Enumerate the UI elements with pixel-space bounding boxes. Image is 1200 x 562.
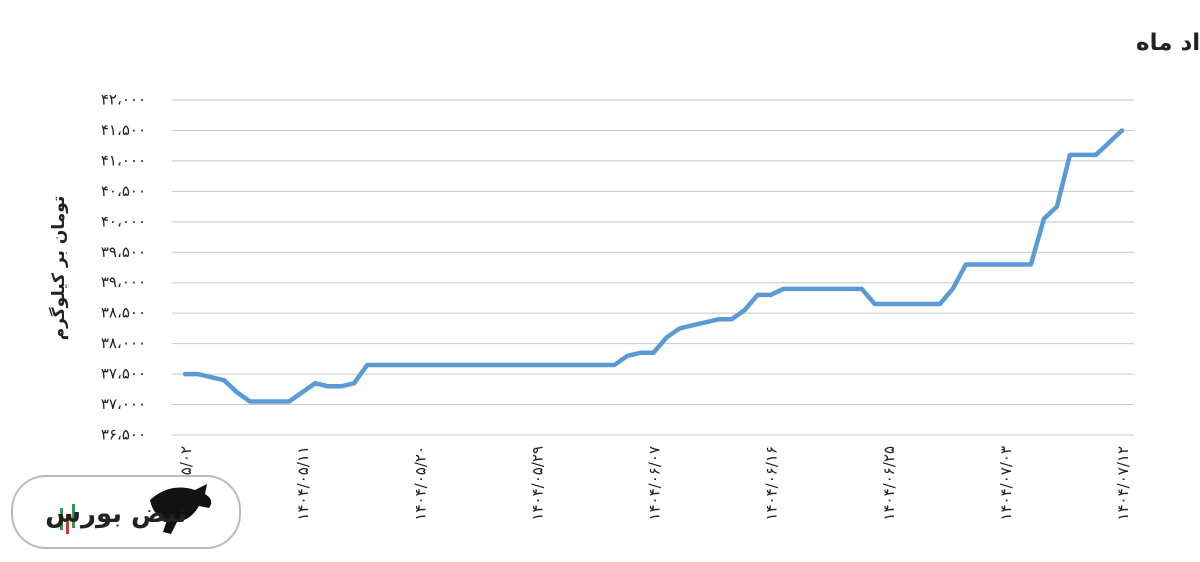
y-tick-label: ۳۸،۵۰۰ xyxy=(101,304,146,322)
y-tick-label: ۴۱،۵۰۰ xyxy=(101,121,146,139)
y-tick-label: ۴۱،۰۰۰ xyxy=(101,151,146,169)
y-tick-label: ۳۹،۵۰۰ xyxy=(101,243,146,261)
x-tick-label: ۱۴۰۴/۰۶/۲۵ xyxy=(880,446,898,521)
logo-text: نبض بورس xyxy=(45,499,187,529)
data-line xyxy=(182,128,1125,404)
x-tick-label: ۱۴۰۴/۰۵/۲۰ xyxy=(411,446,429,521)
chart-title: شاخص قیمت میلگرد ساده شاخه از ابتدای مرد… xyxy=(1136,29,1200,56)
x-tick-label: ۱۴۰۴/۰۶/۰۷ xyxy=(646,446,664,521)
y-tick-label: ۴۰،۵۰۰ xyxy=(101,182,146,200)
y-tick-label: ۴۰،۰۰۰ xyxy=(101,212,146,230)
x-tick-label: ۱۴۰۴/۰۵/۱۱ xyxy=(294,446,312,521)
x-tick-label: ۱۴۰۴/۰۶/۱۶ xyxy=(763,446,781,521)
y-tick-label: ۳۷،۵۰۰ xyxy=(101,365,146,383)
logo: نبض بورس xyxy=(11,475,241,549)
plot-area: ۳۶،۵۰۰ ۳۷،۰۰۰ ۳۷،۵۰۰ ۳۸،۰۰۰ ۳۸،۵۰۰ ۳۹،۰۰۰ ۳۹،۵… xyxy=(101,91,1134,521)
logo-bars xyxy=(60,504,75,534)
x-tick-label: ۱۴۰۴/۰۵/۲۹ xyxy=(528,446,546,521)
y-tick-label: ۳۶،۵۰۰ xyxy=(101,426,146,444)
y-tick-label: ۴۲،۰۰۰ xyxy=(101,91,146,109)
x-tick-label: ۱۴۰۴/۰۷/۰۳ xyxy=(997,446,1015,521)
y-tick-label: ۳۹،۰۰۰ xyxy=(101,273,146,291)
y-axis-label: تومان بر کیلوگرم xyxy=(48,196,69,341)
x-tick-label: ۱۴۰۴/۰۷/۱۲ xyxy=(1114,446,1132,521)
y-tick-label: ۳۷،۰۰۰ xyxy=(101,395,146,413)
y-tick-label: ۳۸،۰۰۰ xyxy=(101,334,146,352)
logo-icon xyxy=(150,484,212,534)
